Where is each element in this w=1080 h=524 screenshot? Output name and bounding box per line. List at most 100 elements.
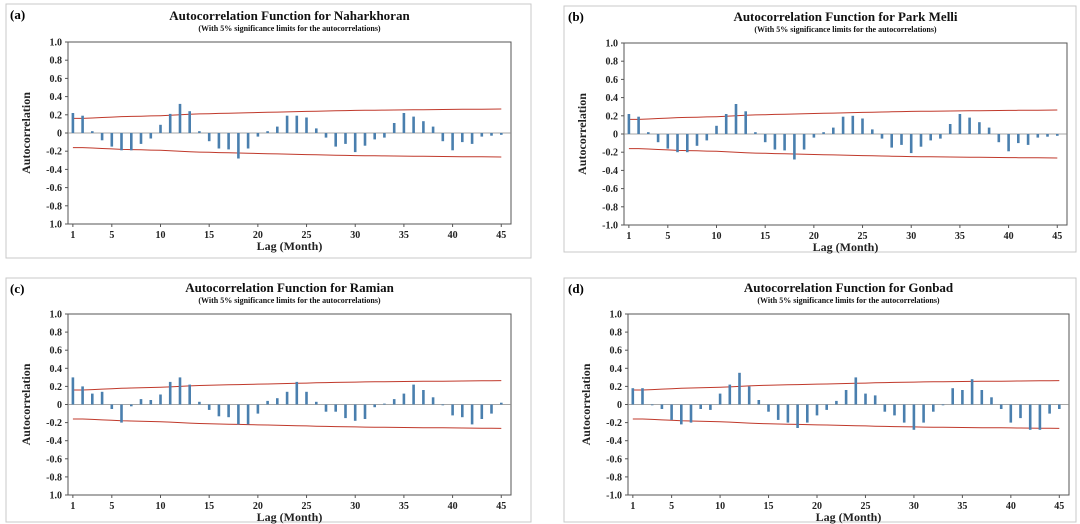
acf-bar: [110, 404, 114, 409]
acf-bar: [939, 134, 942, 139]
acf-bar: [470, 404, 474, 425]
x-axis-title: Lag (Month): [257, 510, 323, 524]
acf-bar: [237, 133, 240, 159]
acf-bar: [441, 133, 445, 142]
acf-bar: [970, 379, 974, 405]
acf-bar: [227, 404, 230, 418]
upper-significance-limit: [628, 109, 1058, 120]
y-tick-label: -0.6: [602, 184, 618, 195]
acf-bar: [246, 404, 250, 425]
acf-bar: [793, 134, 796, 160]
upper-significance-limit: [72, 380, 502, 391]
x-tick-label: 35: [955, 231, 965, 242]
y-tick-label: 1.0: [50, 220, 63, 231]
acf-bar: [353, 404, 357, 421]
acf-bar: [110, 133, 114, 147]
x-tick-label: 15: [204, 230, 214, 241]
acf-bar: [776, 404, 780, 420]
acf-bar: [1036, 134, 1040, 138]
acf-bar: [880, 134, 884, 139]
y-tick-label: -0.2: [46, 147, 62, 158]
acf-bar: [841, 116, 845, 134]
acf-bar: [470, 133, 474, 144]
acf-bar: [871, 129, 874, 134]
x-tick-label: 5: [109, 230, 114, 241]
acf-bar: [724, 114, 728, 134]
y-tick-label: 0.2: [50, 382, 63, 393]
acf-bar: [699, 404, 702, 409]
acf-bar: [815, 404, 819, 416]
acf-bar: [631, 388, 635, 405]
x-tick-label: 5: [665, 231, 670, 242]
acf-bar: [217, 404, 221, 417]
y-tick-label: 0: [57, 400, 62, 411]
acf-bar: [461, 133, 464, 143]
y-tick-label: 0.6: [50, 74, 63, 85]
y-tick-label: 0.4: [610, 364, 623, 375]
y-tick-label: 0.2: [610, 382, 623, 393]
acf-bar: [666, 134, 670, 149]
acf-bar: [861, 118, 864, 134]
x-tick-label: 45: [496, 230, 506, 241]
acf-bar: [709, 404, 712, 410]
acf-bar: [987, 127, 991, 134]
acf-bar: [431, 397, 435, 405]
y-tick-label: 0.8: [50, 328, 63, 339]
acf-bar: [334, 133, 337, 147]
acf-bar: [864, 393, 867, 405]
acf-bar: [315, 401, 318, 405]
acf-bar: [139, 399, 143, 405]
acf-bar: [812, 134, 816, 138]
x-tick-label: 35: [399, 230, 409, 241]
acf-bar: [641, 388, 644, 405]
acf-bar: [783, 134, 786, 151]
acf-bar: [912, 404, 916, 430]
x-tick-label: 35: [957, 501, 967, 512]
acf-bar: [168, 381, 172, 405]
acf-bar: [1028, 404, 1032, 430]
acf-bar: [178, 377, 182, 405]
x-tick-label: 1: [626, 231, 631, 242]
y-axis-title: Autocorrelation: [579, 363, 593, 445]
acf-bar: [968, 117, 971, 134]
y-tick-label: 0.4: [50, 92, 63, 103]
acf-bar: [266, 400, 269, 405]
x-tick-label: 20: [809, 231, 819, 242]
acf-bar: [71, 377, 75, 405]
y-tick-label: 0.8: [610, 328, 623, 339]
x-tick-label: 35: [399, 501, 409, 512]
acf-bar: [198, 131, 201, 133]
acf-bar: [227, 133, 230, 150]
x-tick-label: 5: [669, 501, 674, 512]
acf-bar: [680, 404, 683, 425]
acf-bar: [324, 404, 328, 412]
chart-title: Autocorrelation Function for Ramian: [185, 280, 394, 295]
acf-panel-4: (d) Autocorrelation Function for Gonbad(W…: [563, 277, 1077, 524]
acf-bar: [851, 115, 855, 134]
acf-bar: [999, 404, 1003, 409]
y-tick-label: 0.6: [50, 346, 63, 357]
acf-bar: [1058, 404, 1061, 409]
acf-bar: [91, 393, 94, 405]
acf-bar: [383, 403, 386, 405]
acf-bar: [276, 398, 279, 405]
acf-bar: [412, 384, 415, 405]
acf-bar: [217, 133, 221, 149]
lower-significance-limit: [72, 418, 502, 429]
acf-bar: [890, 134, 893, 148]
acf-bar: [295, 381, 299, 405]
acf-bar: [305, 117, 308, 133]
acf-bar: [149, 133, 153, 139]
upper-significance-limit: [72, 108, 502, 119]
acf-bar: [373, 133, 376, 140]
x-tick-label: 10: [711, 231, 721, 242]
acf-bar: [422, 121, 425, 133]
chart-title: Autocorrelation Function for Naharkhoran: [169, 8, 410, 23]
y-tick-label: 0.4: [50, 364, 63, 375]
x-tick-label: 15: [764, 501, 774, 512]
y-tick-label: -0.4: [602, 166, 618, 177]
chart-title: Autocorrelation Function for Gonbad: [744, 280, 954, 295]
acf-bar: [686, 134, 689, 153]
acf-bar: [919, 134, 923, 147]
